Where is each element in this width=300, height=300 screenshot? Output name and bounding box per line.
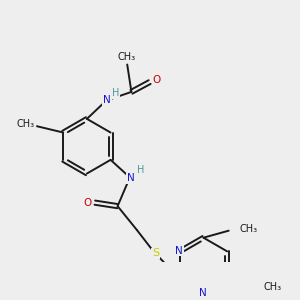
Text: CH₃: CH₃ <box>240 224 258 234</box>
Text: N: N <box>175 246 183 256</box>
Text: N: N <box>103 95 111 105</box>
Text: O: O <box>83 198 91 208</box>
Text: H: H <box>112 88 120 98</box>
Text: CH₃: CH₃ <box>264 283 282 292</box>
Text: O: O <box>152 75 161 85</box>
Text: CH₃: CH₃ <box>118 52 136 62</box>
Text: S: S <box>152 248 159 259</box>
Text: N: N <box>199 288 207 298</box>
Text: CH₃: CH₃ <box>17 119 35 130</box>
Text: N: N <box>127 173 134 184</box>
Text: H: H <box>137 165 144 176</box>
